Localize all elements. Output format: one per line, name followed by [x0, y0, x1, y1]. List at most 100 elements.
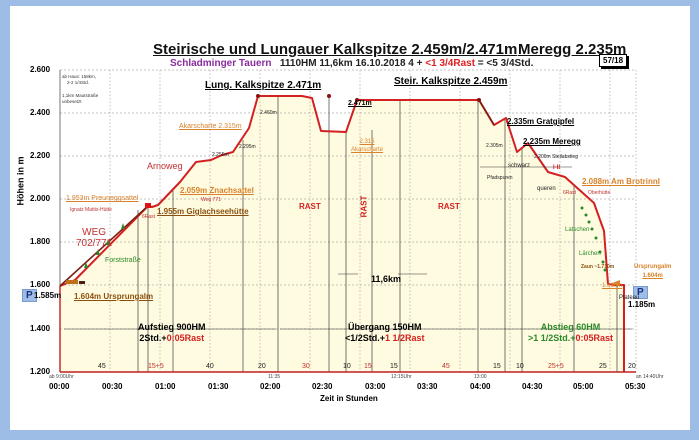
aufstieg-title: Aufstieg 900HM: [138, 322, 206, 332]
start-altitude: 1.585m: [34, 291, 62, 300]
forststrasse-label: Forststraße: [105, 257, 141, 264]
x-tick: 00:30: [102, 382, 123, 391]
x-tick: 05:00: [573, 382, 594, 391]
alt-2255: 2.255m: [212, 152, 229, 158]
arnoweg-label: Arnoweg: [147, 161, 183, 171]
gratgipfel-label: 2.335m Gratgipfel: [507, 117, 575, 126]
laerchen-label: Lärchen: [579, 251, 601, 257]
uebergang-title: Übergang 150HM: [348, 322, 422, 332]
alt-2460: 2.460m: [260, 110, 277, 116]
duration-label: 40: [206, 363, 214, 370]
abstieg-time: >1 1/2Std.+: [528, 333, 576, 343]
queren-label: queren: [537, 186, 556, 192]
start-time: ab 9:00Uhr: [49, 374, 74, 380]
ignatz-label: Ignatz Mattis-Hütte: [70, 207, 112, 213]
time-1300: 13:00: [474, 374, 487, 380]
plateau-label: Plateau: [619, 295, 640, 301]
meregg-label: 2.235m Meregg: [523, 137, 581, 146]
duration-label: 45: [98, 363, 106, 370]
chart-sheet: Steirische und Lungauer Kalkspitze 2.459…: [10, 6, 690, 430]
rast6b-label: 6Rast: [563, 190, 577, 196]
grade-label: I-II: [553, 165, 560, 171]
uebergang-rest: 1 1/2Rast: [385, 333, 425, 343]
parking-badge-end: P: [633, 286, 648, 299]
weg771-label: Weg 771: [201, 197, 221, 203]
ursprungalm2-label: Ursprungalm 1.604m: [634, 264, 672, 279]
rast6-label: 6Rast: [142, 214, 156, 220]
distance-label: 11,6km: [371, 274, 402, 284]
y-tick: 1.600: [30, 280, 51, 289]
chart-subtitle: Schladminger Tauern 1110HM 11,6km 16.10.…: [170, 58, 533, 69]
duration-label: 25+5: [548, 363, 564, 370]
x-tick: 02:00: [260, 382, 281, 391]
y-tick: 2.200: [30, 151, 51, 160]
alt-2295: 2.295m: [239, 144, 256, 150]
uebergang-summary: Übergang 150HM <1/2Std.+1 1/2Rast: [345, 322, 425, 344]
x-axis-label: Zeit in Stunden: [320, 394, 378, 403]
duration-label: 10: [516, 363, 524, 370]
y-tick: 1.400: [30, 324, 51, 333]
x-tick: 01:00: [155, 382, 176, 391]
duration-label: 15: [390, 363, 398, 370]
x-tick: 03:30: [417, 382, 438, 391]
profile-line: [59, 95, 625, 372]
duration-label: 25: [599, 363, 607, 370]
x-tick: 01:30: [208, 382, 229, 391]
x-tick: 02:30: [312, 382, 333, 391]
pfadspuren-label: Pfadspuren: [487, 175, 513, 181]
profile-fill: [60, 96, 624, 372]
chart-title-meregg: Meregg 2.235m: [518, 41, 627, 58]
rast-label-vertical: RAST: [359, 195, 369, 218]
subtitle-rest: <1 3/4Rast: [425, 58, 476, 69]
alt-1610: 1.610m: [602, 283, 623, 289]
x-tick: 04:00: [470, 382, 491, 391]
y-tick: 1.800: [30, 237, 51, 246]
duration-label: 15: [364, 363, 372, 370]
time-1215: 12:15Uhr: [391, 374, 412, 380]
summit-markers: [66, 94, 620, 286]
aufstieg-time: 2Std.+: [139, 333, 167, 343]
subtitle-stats: 1110HM 11,6km 16.10.2018 4 +: [279, 58, 426, 69]
uebergang-time: <1/2Std.+: [345, 333, 386, 343]
rast-label: RAST: [438, 202, 460, 211]
page-label: 57/18: [599, 54, 628, 67]
elevation-profile-chart: [59, 69, 637, 373]
y-axis-label: Höhen in m: [15, 156, 26, 206]
abstieg-rest: 0:05Rast: [575, 333, 614, 343]
akarscharte2-label: 2.315 Akarscharte: [351, 139, 384, 153]
chart-title: Steirische und Lungauer Kalkspitze 2.459…: [153, 41, 518, 58]
y-tick: 2.400: [30, 108, 51, 117]
schwarz-label: schwarz: [508, 163, 531, 169]
weg-label: WEG 702/771: [76, 227, 113, 249]
alt-2305: 2.305m: [486, 143, 503, 149]
brotrinnl-label: 2.088m Am Brotrinnl: [582, 177, 660, 186]
x-tick: 03:00: [365, 382, 386, 391]
lung-kalkspitze-label: Lung. Kalkspitze 2.471m: [205, 80, 322, 91]
abstieg-title: Abstieg 60HM: [540, 322, 601, 332]
x-tick: 05:30: [625, 382, 646, 391]
x-gridlines: [109, 70, 637, 372]
segment-dividers: [137, 96, 618, 372]
abstieg-summary: Abstieg 60HM >1 1/2Std.+0:05Rast: [528, 322, 613, 344]
x-tick: 00:00: [49, 382, 70, 391]
parking-badge-start: P: [22, 289, 37, 302]
steir-kalkspitze-label: Steir. Kalkspitze 2.459m: [394, 76, 508, 87]
aufstieg-summary: Aufstieg 900HM 2Std.+0:05Rast: [138, 322, 206, 344]
akarscharte-label: Akarscharte 2.315m: [179, 123, 242, 130]
znach-label: 2.059m Znachsattel: [180, 186, 254, 195]
duration-label: 10: [343, 363, 351, 370]
ursprungalm-label: 1.604m Ursprungalm: [74, 292, 154, 301]
end-time: an 14:40Uhr: [636, 374, 664, 380]
zaun-label: Zaun ~1.710m: [581, 264, 615, 270]
giglach-label: 1.955m Giglachseehütte: [157, 207, 249, 216]
rast-label: RAST: [299, 202, 321, 211]
duration-label: 20: [258, 363, 266, 370]
distance-arrows: [64, 166, 632, 330]
preuneggsattel-label: 1.953m Preuneggsattel: [66, 195, 139, 202]
x-tick: 04:30: [522, 382, 543, 391]
steilabstieg-label: 2.200m Steilabstieg: [534, 154, 578, 160]
alt-2471: 2.471m: [348, 100, 372, 107]
subtitle-region: Schladminger Tauern: [170, 58, 272, 69]
duration-label: 45: [442, 363, 450, 370]
note-distance: ab Haus: 158km, 2-2 1/4Std. 1,1km Mautst…: [62, 74, 99, 104]
